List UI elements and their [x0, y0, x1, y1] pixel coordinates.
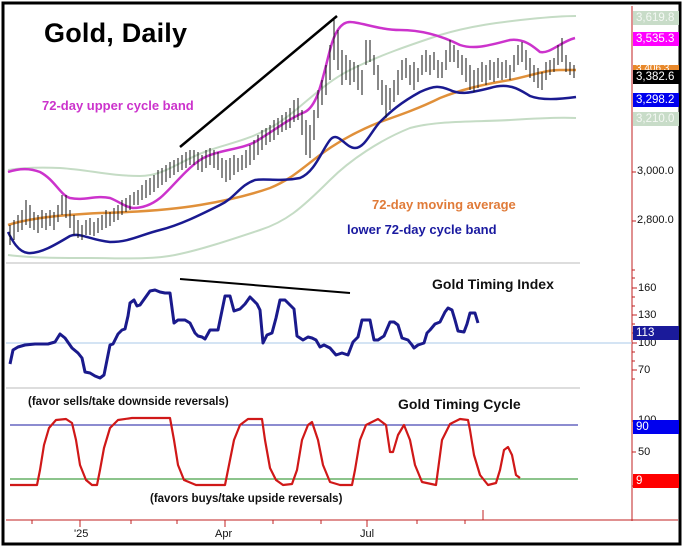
timing-cycle-line	[10, 416, 521, 487]
x-axis-ticks	[31, 510, 484, 527]
outer-upper-value-box: 3,619.8	[633, 11, 679, 25]
outer-lower-band-line	[7, 116, 577, 260]
outer-lower-value-box: 3,210.0	[633, 112, 679, 126]
x-axis-label: Apr	[215, 528, 233, 540]
timing-index-title: Gold Timing Index	[432, 276, 554, 292]
price-bars	[9, 20, 575, 245]
moving-average-annotation: 72-day moving average	[372, 197, 516, 212]
upper-cycle-band-line	[7, 20, 576, 210]
price-axis-ticks	[632, 171, 636, 222]
lower-band-value-box: 3,298.2	[633, 93, 679, 107]
rising-trendline	[179, 15, 338, 148]
index-axis-label: 130	[638, 309, 657, 321]
cycle-current-value-box: 9	[633, 474, 679, 488]
favor-sells-annotation: (favor sells/take downside reversals)	[28, 396, 229, 408]
cycle-axis-label: 50	[638, 446, 651, 458]
index-axis-label: 70	[638, 364, 651, 376]
price-axis-label: 3,000.0	[637, 165, 674, 177]
price-axis-label: 2,800.0	[637, 214, 674, 226]
outer-upper-band-line	[7, 15, 577, 178]
chart-title: Gold, Daily	[44, 18, 188, 48]
cycle-upper-value-box: 90	[633, 420, 679, 434]
index-axis-label: 100	[638, 337, 657, 349]
timing-cycle-title: Gold Timing Cycle	[398, 396, 521, 412]
timing-index-line	[8, 288, 480, 380]
favor-buys-annotation: (favors buys/take upside reversals)	[150, 493, 343, 505]
lower-cycle-band-line	[6, 84, 577, 255]
x-axis-label: Jul	[360, 528, 375, 540]
moving-average-value-box: 3,406.3	[633, 65, 679, 73]
x-axis-label: '25	[74, 528, 89, 540]
last-price-value-box: 3,382.6	[633, 70, 679, 84]
lower-band-annotation: lower 72-day cycle band	[347, 222, 497, 237]
upper-band-annotation: 72-day upper cycle band	[42, 98, 194, 113]
upper-band-value-box: 3,535.3	[633, 32, 679, 46]
timing-index-value-box: 113	[633, 326, 679, 340]
index-axis-label: 160	[638, 282, 657, 294]
moving-average-line	[7, 68, 576, 227]
declining-trendline	[179, 278, 351, 294]
